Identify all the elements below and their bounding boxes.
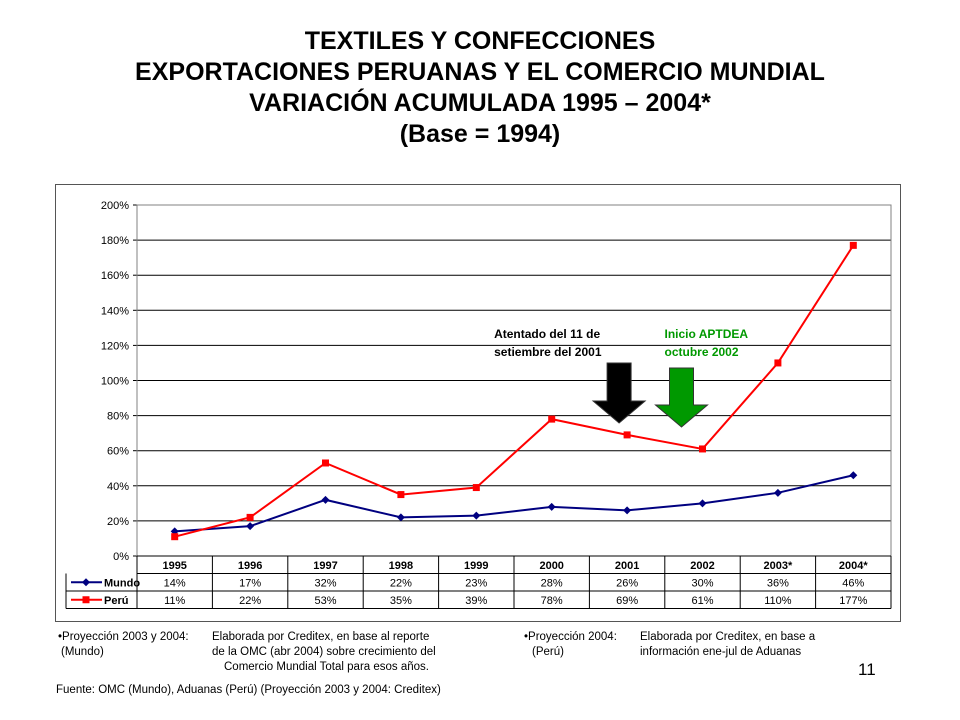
chart-title: TEXTILES Y CONFECCIONES EXPORTACIONES PE…	[0, 26, 960, 150]
line-chart: 0% 20% 40% 60% 80% 100% 120% 140% 160% 180% 200% 19…	[56, 185, 900, 621]
table-cell-value: 11%	[164, 595, 185, 607]
x-category-label: 2004*	[839, 560, 868, 572]
notes-right: •Proyección 2004: Elaborada por Creditex…	[524, 630, 815, 660]
legend-label: Perú	[104, 595, 128, 607]
annotation-text: octubre 2002	[665, 345, 739, 359]
title-line-2: EXPORTACIONES PERUANAS Y EL COMERCIO MUN…	[0, 57, 960, 88]
data-point-perú	[171, 533, 178, 540]
table-cell-value: 177%	[839, 595, 867, 607]
table-cell-value: 110%	[764, 595, 792, 607]
chart-frame: 0% 20% 40% 60% 80% 100% 120% 140% 160% 180% 200% 19…	[55, 184, 901, 622]
data-point-mundo	[548, 503, 556, 511]
data-point-mundo	[849, 471, 857, 479]
y-tick-label: 40%	[107, 481, 129, 493]
table-cell-value: 22%	[390, 578, 412, 590]
series-line-mundo	[175, 475, 854, 531]
annotation-text: Inicio APTDEA	[665, 327, 749, 341]
data-point-perú	[247, 514, 254, 521]
note-right-label-2: (Perú)	[524, 645, 640, 660]
annotation-text: Atentado del 11 de	[494, 327, 600, 341]
table-cell-value: 39%	[465, 595, 487, 607]
x-category-label: 2003*	[764, 560, 793, 572]
data-point-mundo	[472, 512, 480, 520]
notes-left: •Proyección 2003 y 2004: Elaborada por C…	[58, 630, 436, 675]
y-tick-label: 120%	[101, 340, 129, 352]
data-point-perú	[624, 431, 631, 438]
table-cell-value: 53%	[314, 595, 336, 607]
table-cell-value: 78%	[541, 595, 563, 607]
data-point-perú	[548, 416, 555, 423]
x-category-label: 2002	[690, 560, 714, 572]
y-tick-label: 0%	[113, 551, 129, 563]
legend-marker-mundo	[82, 578, 90, 586]
title-line-1: TEXTILES Y CONFECCIONES	[0, 26, 960, 57]
data-point-perú	[322, 459, 329, 466]
legend-marker-perú	[83, 596, 90, 603]
y-tick-label: 100%	[101, 376, 129, 388]
table-cell-value: 32%	[314, 578, 336, 590]
series-line-perú	[175, 245, 854, 536]
x-category-label: 2001	[615, 560, 639, 572]
annotation-text: setiembre del 2001	[494, 345, 602, 359]
table-cell-value: 30%	[691, 578, 713, 590]
data-point-perú	[774, 359, 781, 366]
note-left-label-1: •Proyección 2003 y 2004:	[58, 630, 212, 645]
x-category-label: 1999	[464, 560, 488, 572]
table-cell-value: 26%	[616, 578, 638, 590]
source-note: Fuente: OMC (Mundo), Aduanas (Perú) (Pro…	[56, 684, 441, 696]
x-category-label: 1997	[313, 560, 337, 572]
title-line-4: (Base = 1994)	[0, 119, 960, 150]
data-point-perú	[473, 484, 480, 491]
title-line-3: VARIACIÓN ACUMULADA 1995 – 2004*	[0, 88, 960, 119]
table-cell-value: 17%	[239, 578, 261, 590]
table-cell-value: 46%	[842, 578, 864, 590]
note-left-text-1: Elaborada por Creditex, en base al repor…	[212, 630, 429, 645]
table-cell-value: 14%	[164, 578, 186, 590]
data-point-mundo	[322, 496, 330, 504]
y-tick-label: 80%	[107, 411, 129, 423]
note-left-text-2: de la OMC (abr 2004) sobre crecimiento d…	[212, 645, 436, 660]
page-number: 11	[858, 660, 876, 680]
y-tick-label: 140%	[101, 305, 129, 317]
y-tick-label: 160%	[101, 270, 129, 282]
legend-label: Mundo	[104, 578, 140, 590]
data-point-mundo	[623, 506, 631, 514]
y-tick-label: 180%	[101, 235, 129, 247]
y-tick-label: 20%	[107, 516, 129, 528]
data-point-mundo	[246, 522, 254, 530]
table-cell-value: 69%	[616, 595, 638, 607]
data-point-perú	[397, 491, 404, 498]
table-cell-value: 36%	[767, 578, 789, 590]
x-category-label: 1995	[162, 560, 186, 572]
note-right-text-2: información ene-jul de Aduanas	[640, 645, 801, 660]
note-right-text-1: Elaborada por Creditex, en base a	[640, 630, 815, 645]
note-right-label-1: •Proyección 2004:	[524, 630, 640, 645]
table-cell-value: 28%	[541, 578, 563, 590]
data-point-perú	[850, 242, 857, 249]
note-left-text-3: Comercio Mundial Total para esos años.	[224, 660, 429, 675]
data-point-mundo	[774, 489, 782, 497]
x-category-label: 2000	[539, 560, 563, 572]
data-point-perú	[699, 445, 706, 452]
table-cell-value: 22%	[239, 595, 261, 607]
table-cell-value: 23%	[465, 578, 487, 590]
x-category-label: 1996	[238, 560, 262, 572]
data-point-mundo	[699, 499, 707, 507]
black-arrow-icon	[593, 363, 645, 423]
y-tick-label: 200%	[101, 200, 129, 212]
table-cell-value: 35%	[390, 595, 412, 607]
data-point-mundo	[397, 513, 405, 521]
green-arrow-icon	[656, 368, 708, 427]
y-tick-label: 60%	[107, 446, 129, 458]
x-category-label: 1998	[389, 560, 413, 572]
note-left-label-2: (Mundo)	[58, 645, 212, 660]
table-cell-value: 61%	[691, 595, 713, 607]
